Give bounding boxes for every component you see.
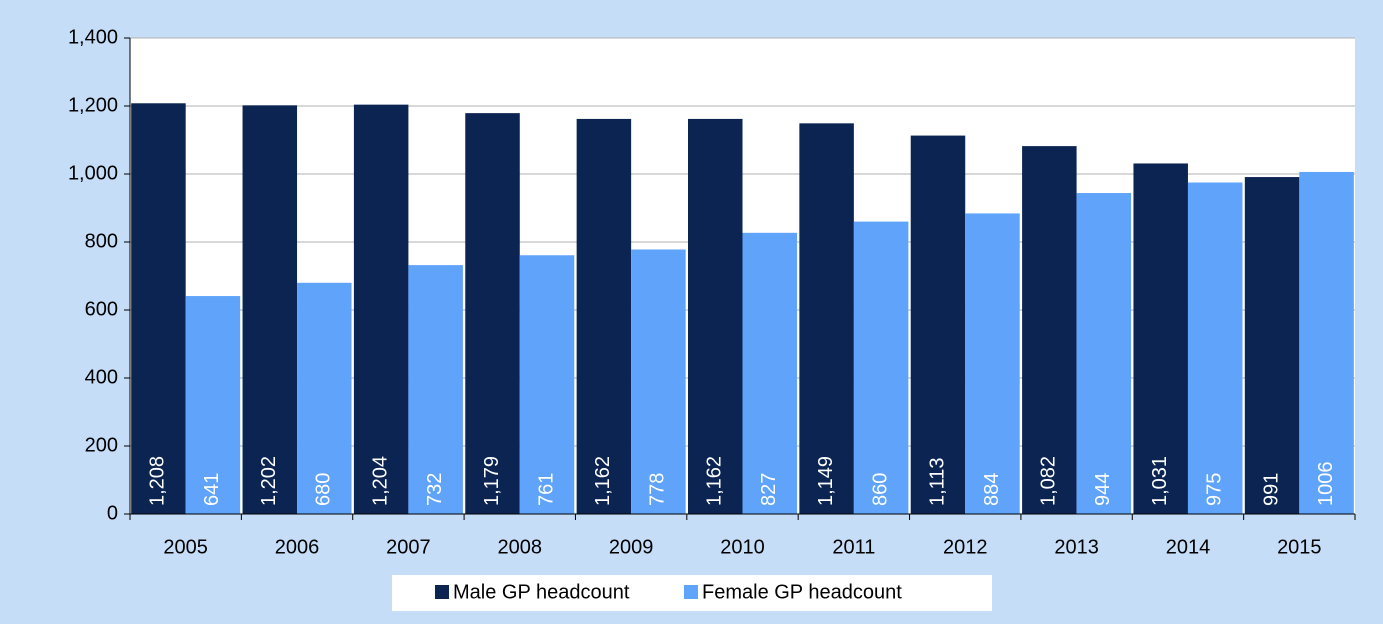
x-tick-label: 2008: [498, 536, 543, 558]
y-tick-label: 600: [85, 298, 118, 320]
bar: [131, 103, 186, 514]
data-label: 975: [1203, 473, 1225, 506]
x-tick-label: 2014: [1166, 536, 1211, 558]
y-tick-label: 1,400: [68, 26, 118, 48]
x-tick-label: 2011: [832, 536, 875, 558]
bar: [576, 118, 632, 515]
data-label: 1,208: [147, 456, 169, 506]
bar: [631, 249, 686, 515]
data-label: 1,162: [592, 456, 614, 506]
x-tick-label: 2015: [1277, 536, 1322, 558]
bar: [965, 213, 1020, 514]
data-label: 1,179: [481, 456, 503, 506]
data-label: 732: [424, 473, 446, 506]
bar: [408, 265, 463, 514]
bar: [1076, 193, 1132, 515]
x-tick-label: 2006: [275, 536, 320, 558]
bar: [742, 232, 797, 514]
data-label: 1,204: [369, 456, 391, 506]
data-label: 778: [647, 473, 669, 506]
bar: [519, 255, 575, 514]
y-tick-label: 0: [107, 502, 118, 524]
bar: [853, 221, 909, 514]
y-tick-label: 1,000: [68, 162, 118, 184]
x-tick-label: 2007: [386, 536, 431, 558]
y-tick-label: 1,200: [68, 94, 118, 116]
x-tick-label: 2010: [720, 536, 765, 558]
data-label: 641: [201, 473, 223, 506]
bar: [1133, 163, 1188, 514]
bar: [185, 296, 241, 514]
bar: [688, 118, 743, 515]
legend-swatch: [684, 585, 698, 599]
bar: [1299, 171, 1354, 514]
x-tick-label: 2012: [943, 536, 988, 558]
data-label: 1,113: [926, 457, 948, 506]
data-label: 1,202: [258, 456, 280, 506]
x-tick-label: 2005: [163, 536, 208, 558]
data-label: 1,082: [1038, 456, 1060, 506]
data-label: 1,162: [704, 456, 726, 506]
data-label: 860: [869, 473, 891, 506]
y-tick-label: 400: [85, 366, 118, 388]
bar: [353, 104, 409, 514]
bar: [465, 113, 520, 514]
x-tick-label: 2009: [609, 536, 654, 558]
x-tick-label: 2013: [1054, 536, 1099, 558]
legend-swatch: [435, 585, 449, 599]
data-label: 680: [313, 473, 335, 506]
bar: [297, 282, 352, 514]
y-tick-label: 200: [85, 434, 118, 456]
data-label: 944: [1092, 473, 1114, 506]
y-tick-label: 800: [85, 230, 118, 252]
data-label: 991: [1260, 473, 1282, 506]
bar: [242, 105, 298, 514]
data-label: 761: [535, 473, 557, 506]
data-label: 1,031: [1149, 456, 1171, 506]
legend-label: Female GP headcount: [702, 581, 902, 603]
bar: [1022, 146, 1077, 514]
data-label: 827: [758, 473, 780, 506]
legend-label: Male GP headcount: [453, 581, 630, 603]
bar: [910, 135, 966, 514]
data-label: 884: [981, 473, 1003, 506]
data-label: 1006: [1315, 462, 1337, 507]
data-label: 1,149: [815, 456, 837, 506]
bar: [799, 123, 854, 514]
bar: [1244, 177, 1300, 514]
bar: [1187, 182, 1243, 514]
